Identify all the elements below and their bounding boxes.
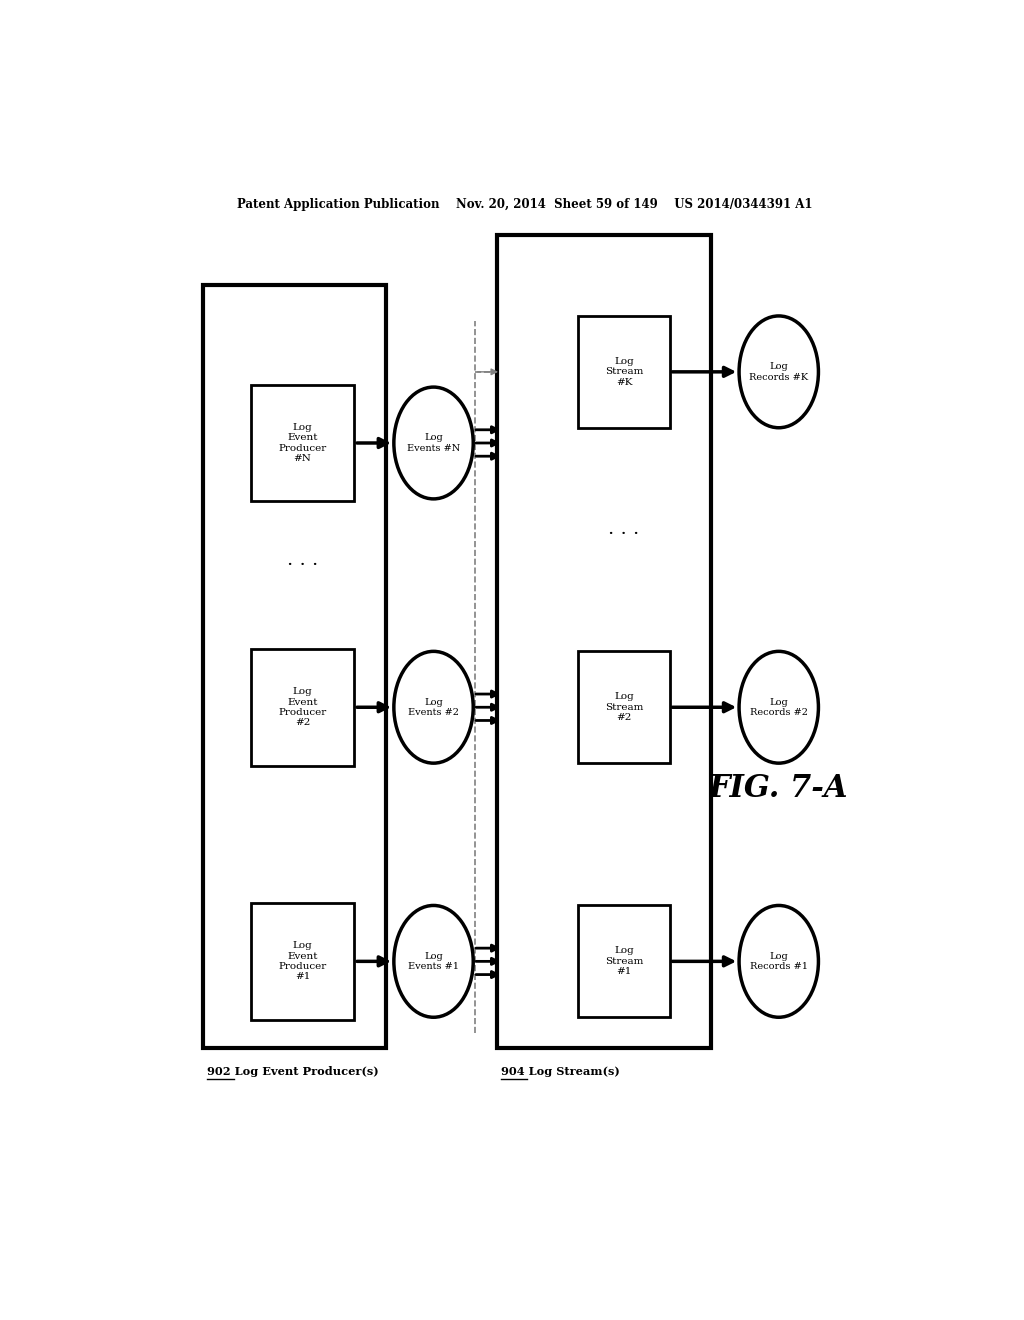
Text: Log
Events #2: Log Events #2 (408, 697, 459, 717)
Ellipse shape (739, 651, 818, 763)
FancyBboxPatch shape (579, 651, 670, 763)
Text: Log
Event
Producer
#N: Log Event Producer #N (279, 422, 327, 463)
FancyBboxPatch shape (579, 315, 670, 428)
Text: Log
Stream
#1: Log Stream #1 (605, 946, 643, 977)
Text: Log
Records #1: Log Records #1 (750, 952, 808, 972)
Ellipse shape (739, 315, 818, 428)
FancyBboxPatch shape (251, 649, 354, 766)
Text: 904 Log Stream(s): 904 Log Stream(s) (501, 1067, 620, 1077)
Text: Log
Event
Producer
#1: Log Event Producer #1 (279, 941, 327, 982)
Text: Log
Records #2: Log Records #2 (750, 697, 808, 717)
Text: Log
Events #N: Log Events #N (407, 433, 460, 453)
FancyBboxPatch shape (204, 285, 386, 1048)
Ellipse shape (394, 387, 473, 499)
FancyBboxPatch shape (251, 384, 354, 502)
FancyBboxPatch shape (497, 235, 712, 1048)
Text: . . .: . . . (287, 550, 318, 569)
Text: Log
Stream
#K: Log Stream #K (605, 356, 643, 387)
Text: Log
Event
Producer
#2: Log Event Producer #2 (279, 688, 327, 727)
Text: Log
Stream
#2: Log Stream #2 (605, 693, 643, 722)
FancyBboxPatch shape (579, 906, 670, 1018)
Ellipse shape (394, 906, 473, 1018)
Text: Patent Application Publication    Nov. 20, 2014  Sheet 59 of 149    US 2014/0344: Patent Application Publication Nov. 20, … (237, 198, 813, 211)
Text: . . .: . . . (608, 520, 640, 539)
FancyBboxPatch shape (251, 903, 354, 1020)
Ellipse shape (739, 906, 818, 1018)
Text: Log
Records #K: Log Records #K (750, 362, 808, 381)
Ellipse shape (394, 651, 473, 763)
Text: 902 Log Event Producer(s): 902 Log Event Producer(s) (207, 1067, 379, 1077)
Text: Log
Events #1: Log Events #1 (408, 952, 459, 972)
Text: FIG. 7-A: FIG. 7-A (709, 774, 849, 804)
